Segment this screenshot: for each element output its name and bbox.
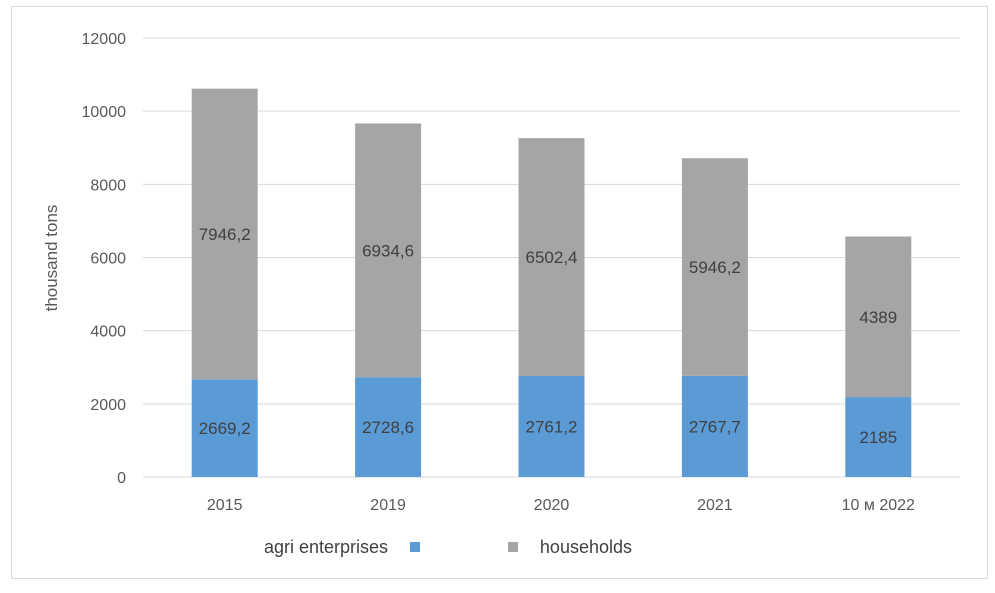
- y-axis-ticks: 0 2000 4000 6000 8000 10000 12000: [82, 31, 127, 487]
- data-label: 4389: [859, 308, 897, 327]
- bar-agri-enterprises: [681, 375, 748, 477]
- bars: 2669,2 7946,2 2728,6 6934,6 2761,2 6502,4 2767…: [191, 88, 912, 477]
- x-tick-label: 2015: [207, 497, 243, 514]
- y-tick-label: 12000: [82, 31, 127, 48]
- legend-label: households: [540, 537, 632, 557]
- bar-agri-enterprises: [191, 379, 258, 477]
- bar-households: [518, 138, 585, 376]
- legend: agri enterprises households: [264, 537, 632, 557]
- data-label: 2185: [859, 428, 897, 447]
- bar-households: [681, 158, 748, 376]
- bar-households: [355, 123, 422, 378]
- y-tick-label: 8000: [90, 177, 126, 194]
- y-tick-label: 6000: [90, 251, 126, 268]
- data-label: 2767,7: [689, 417, 741, 436]
- y-tick-label: 0: [117, 470, 126, 487]
- x-tick-label: 2021: [697, 497, 733, 514]
- bar-agri-enterprises: [355, 377, 422, 477]
- data-label: 6502,4: [526, 248, 578, 267]
- legend-swatch: [508, 542, 518, 552]
- x-tick-label: 2020: [534, 497, 570, 514]
- bar-agri-enterprises: [518, 375, 585, 477]
- data-label: 6934,6: [362, 241, 414, 260]
- y-tick-label: 4000: [90, 324, 126, 341]
- bar-agri-enterprises: [845, 397, 912, 477]
- x-tick-label: 10 м 2022: [842, 497, 915, 514]
- chart-frame: [11, 6, 988, 579]
- data-label: 7946,2: [199, 225, 251, 244]
- y-tick-label: 10000: [82, 104, 127, 121]
- data-label: 2669,2: [199, 419, 251, 438]
- bar-households: [191, 88, 258, 380]
- x-tick-label: 2019: [370, 497, 406, 514]
- data-label: 5946,2: [689, 258, 741, 277]
- bar-households: [845, 236, 912, 398]
- legend-swatch: [410, 542, 420, 552]
- data-label: 2761,2: [526, 417, 578, 436]
- y-axis-label: thousand tons: [42, 205, 61, 312]
- x-axis-ticks: 2015 2019 2020 2021 10 м 2022: [207, 497, 915, 514]
- data-label: 2728,6: [362, 418, 414, 437]
- y-tick-label: 2000: [90, 397, 126, 414]
- legend-label: agri enterprises: [264, 537, 388, 557]
